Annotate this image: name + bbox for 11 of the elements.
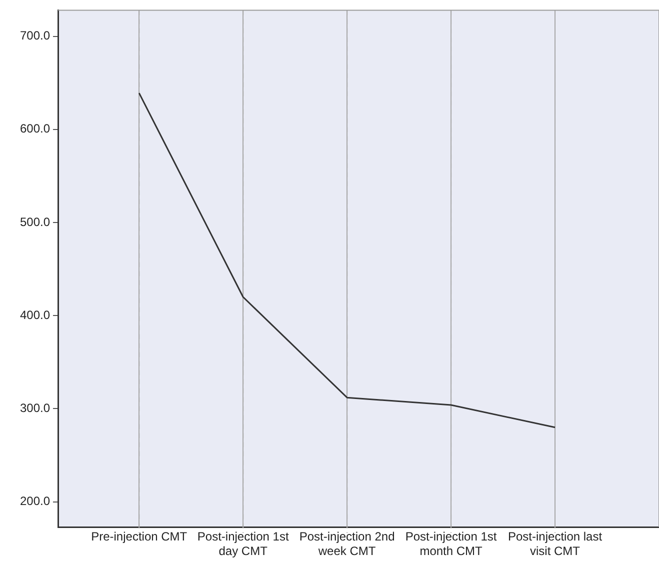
x-tick-label: Post-injection last visit CMT (508, 530, 603, 558)
y-tick-label: 500.0 (20, 214, 50, 229)
x-tick-label: Pre-injection CMT (91, 530, 188, 544)
y-tick-label: 400.0 (20, 308, 50, 322)
y-tick-label: 300.0 (20, 401, 50, 416)
y-tick-label: 600.0 (20, 122, 50, 136)
x-tick-label: Post-injection 1st month CMT (405, 530, 498, 558)
y-tick-label: 200.0 (20, 494, 50, 508)
x-tick-label: Post-injection 2nd week CMT (299, 530, 395, 558)
x-tick-label: Post-injection 1st day CMT (197, 530, 290, 558)
y-tick-label: 700.0 (20, 28, 50, 43)
